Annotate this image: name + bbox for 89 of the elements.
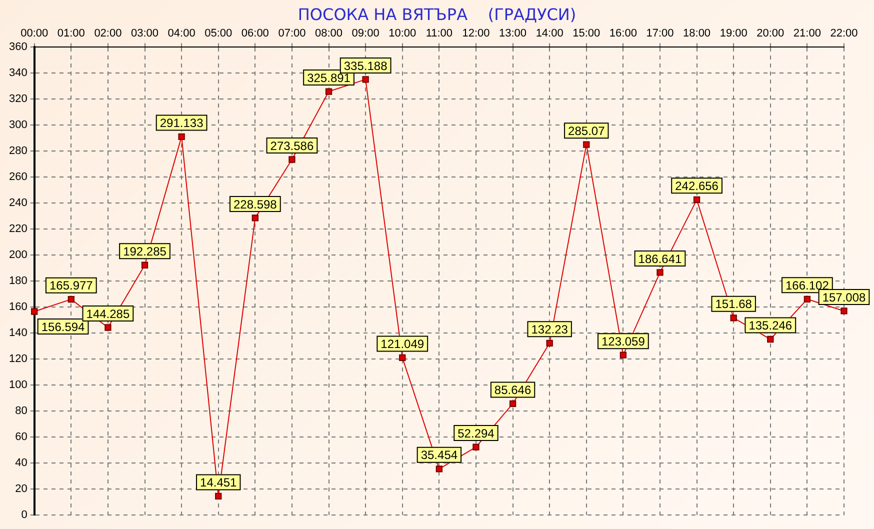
point <box>620 352 627 358</box>
point <box>656 269 664 276</box>
y-tick-label: 60 <box>15 431 28 444</box>
x-tick-label: 01:00 <box>57 28 85 40</box>
point <box>436 466 443 472</box>
x-tick-label: 17:00 <box>646 28 674 40</box>
chart-title: ПОСОКА НА ВЯТЪРА (ГРАДУСИ) <box>296 5 578 24</box>
data-label: 291.133 <box>160 116 204 130</box>
data-label: 325.891 <box>307 70 351 85</box>
x-tick-label: 16:00 <box>609 28 637 40</box>
data-label: 135.246 <box>748 318 792 333</box>
x-tick-label: 02:00 <box>94 28 122 40</box>
point <box>472 444 480 450</box>
y-tick-label: 180 <box>8 275 28 288</box>
y-tick-label: 260 <box>8 171 28 184</box>
data-label: 123.059 <box>601 334 646 348</box>
y-tick-label: 0 <box>21 509 28 522</box>
data-label: 228.598 <box>233 197 278 212</box>
x-tick-label: 08:00 <box>315 28 343 40</box>
y-tick-label: 80 <box>15 405 28 418</box>
y-tick-label: 220 <box>8 223 28 236</box>
point <box>141 262 148 268</box>
point <box>546 340 553 347</box>
point <box>362 76 369 83</box>
x-tick-label: 15:00 <box>572 28 600 40</box>
data-label: 242.656 <box>675 178 719 193</box>
point <box>288 156 296 163</box>
data-label: 121.049 <box>380 337 424 352</box>
point <box>730 314 737 322</box>
data-label: 156.594 <box>41 320 86 334</box>
x-tick-label: 11:00 <box>426 28 453 40</box>
x-tick-label: 21:00 <box>793 28 821 40</box>
y-tick-label: 360 <box>8 41 28 54</box>
x-tick-label: 00:00 <box>20 28 48 40</box>
point <box>840 308 848 314</box>
data-label: 273.586 <box>270 138 314 153</box>
x-tick-label: 19:00 <box>720 28 748 40</box>
x-tick-label: 10:00 <box>388 28 416 40</box>
y-tick-label: 280 <box>8 145 28 158</box>
y-tick-label: 40 <box>15 457 28 470</box>
data-label: 35.454 <box>420 448 458 462</box>
point <box>31 308 38 315</box>
y-tick-label: 300 <box>8 119 28 132</box>
y-tick-label: 100 <box>8 379 28 392</box>
point <box>804 296 811 302</box>
point <box>583 141 590 148</box>
x-tick-label: 06:00 <box>241 28 269 40</box>
x-tick-label: 18:00 <box>683 28 711 40</box>
y-tick-label: 140 <box>8 327 28 340</box>
data-label: 151.68 <box>715 297 752 312</box>
point <box>509 400 516 408</box>
y-tick-label: 120 <box>8 353 28 366</box>
y-tick-label: 20 <box>15 483 28 496</box>
x-tick-label: 12:00 <box>462 28 490 40</box>
data-label: 157.008 <box>822 290 866 304</box>
x-tick-label: 09:00 <box>352 28 380 40</box>
point <box>693 196 700 204</box>
x-tick-label: 14:00 <box>536 28 564 40</box>
x-tick-label: 04:00 <box>168 28 196 40</box>
point <box>767 336 774 343</box>
data-label: 85.646 <box>494 383 532 398</box>
point <box>68 296 74 303</box>
point <box>215 492 222 500</box>
data-label: 165.977 <box>49 278 94 293</box>
data-label: 144.285 <box>86 306 130 321</box>
point <box>399 354 406 362</box>
y-tick-label: 160 <box>8 301 28 314</box>
x-tick-label: 20:00 <box>756 28 784 40</box>
x-tick-label: 03:00 <box>130 28 159 40</box>
data-label: 285.07 <box>568 124 606 138</box>
data-label: 192.285 <box>123 244 167 258</box>
x-tick-label: 07:00 <box>278 28 306 40</box>
y-tick-label: 200 <box>8 249 28 262</box>
y-tick-label: 320 <box>8 93 28 106</box>
data-label: 166.102 <box>786 278 830 292</box>
point <box>178 133 185 140</box>
data-label: 52.294 <box>458 426 495 440</box>
data-label: 14.451 <box>200 476 238 490</box>
data-label: 335.188 <box>344 58 388 73</box>
point <box>325 88 332 95</box>
y-tick-label: 240 <box>8 197 28 210</box>
data-label: 186.641 <box>638 252 682 266</box>
x-tick-label: 13:00 <box>499 28 527 40</box>
x-tick-label: 05:00 <box>204 28 232 40</box>
data-label: 132.23 <box>531 322 568 336</box>
point <box>252 214 258 222</box>
point <box>104 324 112 331</box>
x-tick-label: 22:00 <box>830 28 858 40</box>
y-tick-label: 340 <box>8 67 28 80</box>
